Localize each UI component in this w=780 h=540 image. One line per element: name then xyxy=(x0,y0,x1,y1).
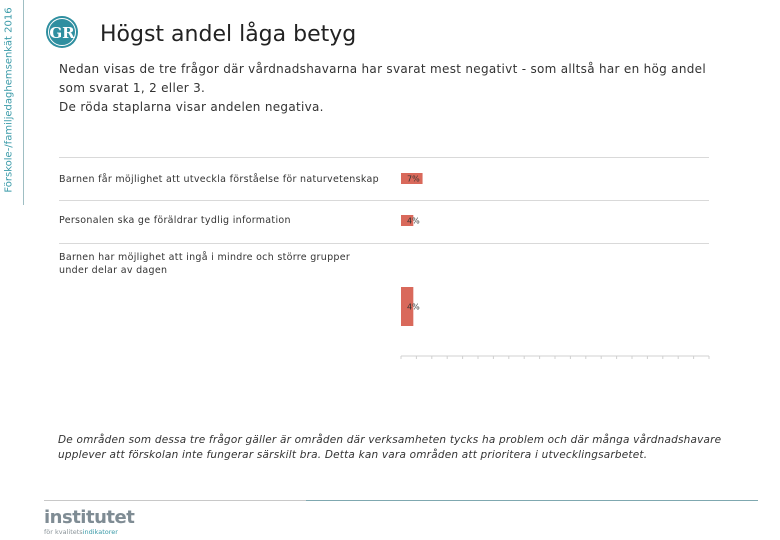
brand-subtitle: för kvalitetsindikatorer xyxy=(44,528,134,536)
intro-line-2: De röda staplarna visar andelen negativa… xyxy=(59,100,324,114)
row-divider xyxy=(59,157,709,158)
intro-line-1: Nedan visas de tre frågor där vårdnadsha… xyxy=(59,62,706,95)
chart-svg: 7% 4% 4% xyxy=(400,173,710,359)
bar xyxy=(401,287,414,326)
bottom-rule-left xyxy=(44,500,306,501)
brand-name: institutet xyxy=(44,507,135,528)
category-label: Barnen har möjlighet att ingå i mindre o… xyxy=(59,252,351,276)
institutet-logo: institutet för kvalitetsindikatorer xyxy=(44,507,135,537)
bar xyxy=(401,215,414,226)
logo-text: GR xyxy=(49,24,75,42)
page-title: Högst andel låga betyg xyxy=(100,22,357,47)
gr-logo: GR xyxy=(46,16,78,48)
conclusion-text: De områden som dessa tre frågor gäller ä… xyxy=(58,434,722,461)
data-label: 7% xyxy=(407,175,420,184)
brand-sub-highlight: indikatorer xyxy=(82,528,118,536)
bar xyxy=(401,173,423,184)
row-divider xyxy=(59,200,709,201)
data-label: 4% xyxy=(407,303,420,312)
category-label: Personalen ska ge föräldrar tydlig infor… xyxy=(59,215,291,226)
data-label: 4% xyxy=(407,217,420,226)
brand-sub-prefix: för kvalitets xyxy=(44,528,83,536)
side-divider xyxy=(23,0,24,205)
intro-text: Nedan visas de tre frågor där vårdnadsha… xyxy=(59,60,729,117)
category-label: Barnen får möjlighet att utveckla förstå… xyxy=(59,174,379,185)
bar-chart: 7% 4% 4% Barnen får möjlighet att utveckla… xyxy=(59,157,710,359)
bottom-rule-right xyxy=(306,500,758,501)
row-divider xyxy=(59,243,709,244)
